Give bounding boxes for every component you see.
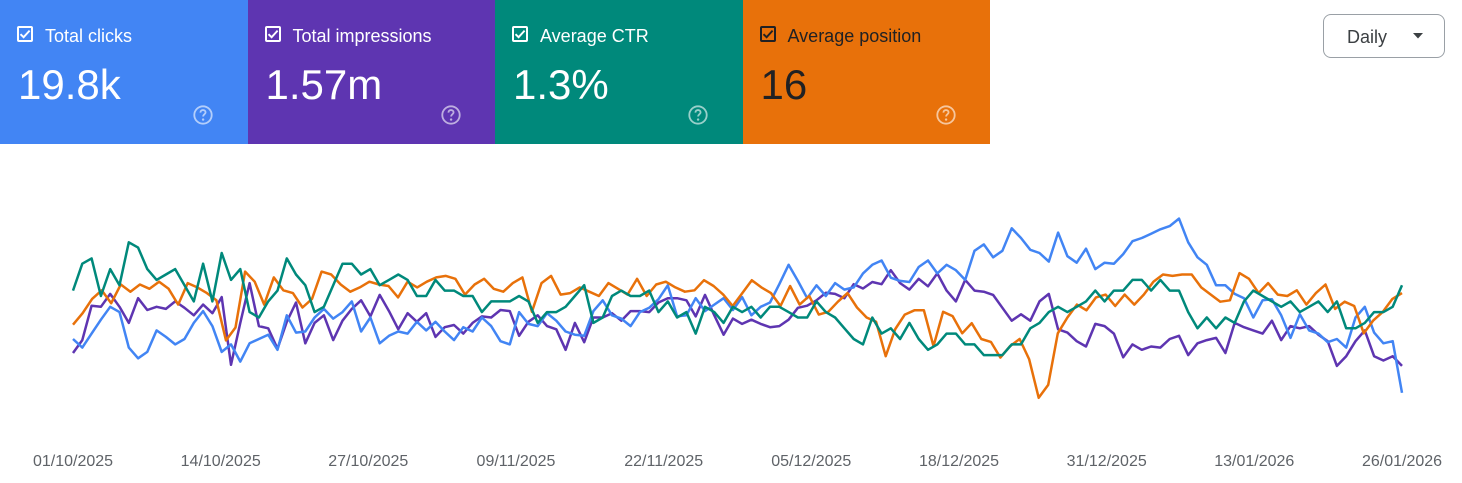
help-circle-icon[interactable] xyxy=(935,104,957,126)
series-line-total-impressions xyxy=(71,268,1403,368)
series-line-average-ctr xyxy=(71,241,1404,357)
range-select-value: Daily xyxy=(1347,27,1388,47)
series-line-total-clicks xyxy=(72,217,1404,394)
checkbox-checked-icon[interactable] xyxy=(759,26,776,42)
help-circle-icon[interactable] xyxy=(192,104,214,126)
metric-label: Total clicks xyxy=(45,26,133,46)
help-circle-icon[interactable] xyxy=(687,104,709,126)
x-tick-label: 27/10/2025 xyxy=(328,453,408,470)
metric-card-average-position[interactable]: Average position 16 xyxy=(742,0,990,144)
x-tick-label: 05/12/2025 xyxy=(771,453,851,470)
checkbox-checked-icon[interactable] xyxy=(17,26,33,42)
series-line-average-position xyxy=(72,270,1403,400)
checkbox-checked-icon[interactable] xyxy=(512,26,528,42)
x-tick-label: 09/11/2025 xyxy=(477,453,556,470)
x-tick-label: 22/11/2025 xyxy=(624,453,703,470)
x-tick-label: 13/01/2026 xyxy=(1214,453,1294,470)
x-tick-label: 18/12/2025 xyxy=(919,453,999,470)
metric-value: 16 xyxy=(760,61,808,108)
metric-value: 1.3% xyxy=(513,61,609,108)
metric-card-average-ctr[interactable]: Average CTR 1.3% xyxy=(495,0,743,144)
checkbox-checked-icon[interactable] xyxy=(264,26,281,42)
x-tick-label: 01/10/2025 xyxy=(33,453,113,470)
metric-label: Average position xyxy=(787,26,922,46)
metric-label: Average CTR xyxy=(540,26,649,46)
metric-value: 1.57m xyxy=(265,61,383,108)
metric-label: Total impressions xyxy=(292,26,432,46)
x-axis: 01/10/2025 14/10/2025 27/10/2025 09/11/2025… xyxy=(33,453,1442,470)
x-tick-label: 26/01/2026 xyxy=(1362,453,1442,470)
metric-card-total-clicks[interactable]: Total clicks 19.8k xyxy=(0,0,248,144)
help-circle-icon[interactable] xyxy=(440,104,462,126)
performance-line-chart: 01/10/2025 14/10/2025 27/10/2025 09/11/2025… xyxy=(33,217,1442,470)
series-layer xyxy=(71,217,1404,400)
x-tick-label: 31/12/2025 xyxy=(1067,453,1147,470)
x-tick-label: 14/10/2025 xyxy=(181,453,261,470)
metric-card-total-impressions[interactable]: Total impressions 1.57m xyxy=(247,0,495,144)
metric-value: 19.8k xyxy=(18,61,121,108)
range-select[interactable]: Daily xyxy=(1323,14,1445,58)
metric-cards: Total clicks 19.8k Total impressions 1.5… xyxy=(0,0,990,144)
caret-down-icon xyxy=(1413,33,1423,39)
